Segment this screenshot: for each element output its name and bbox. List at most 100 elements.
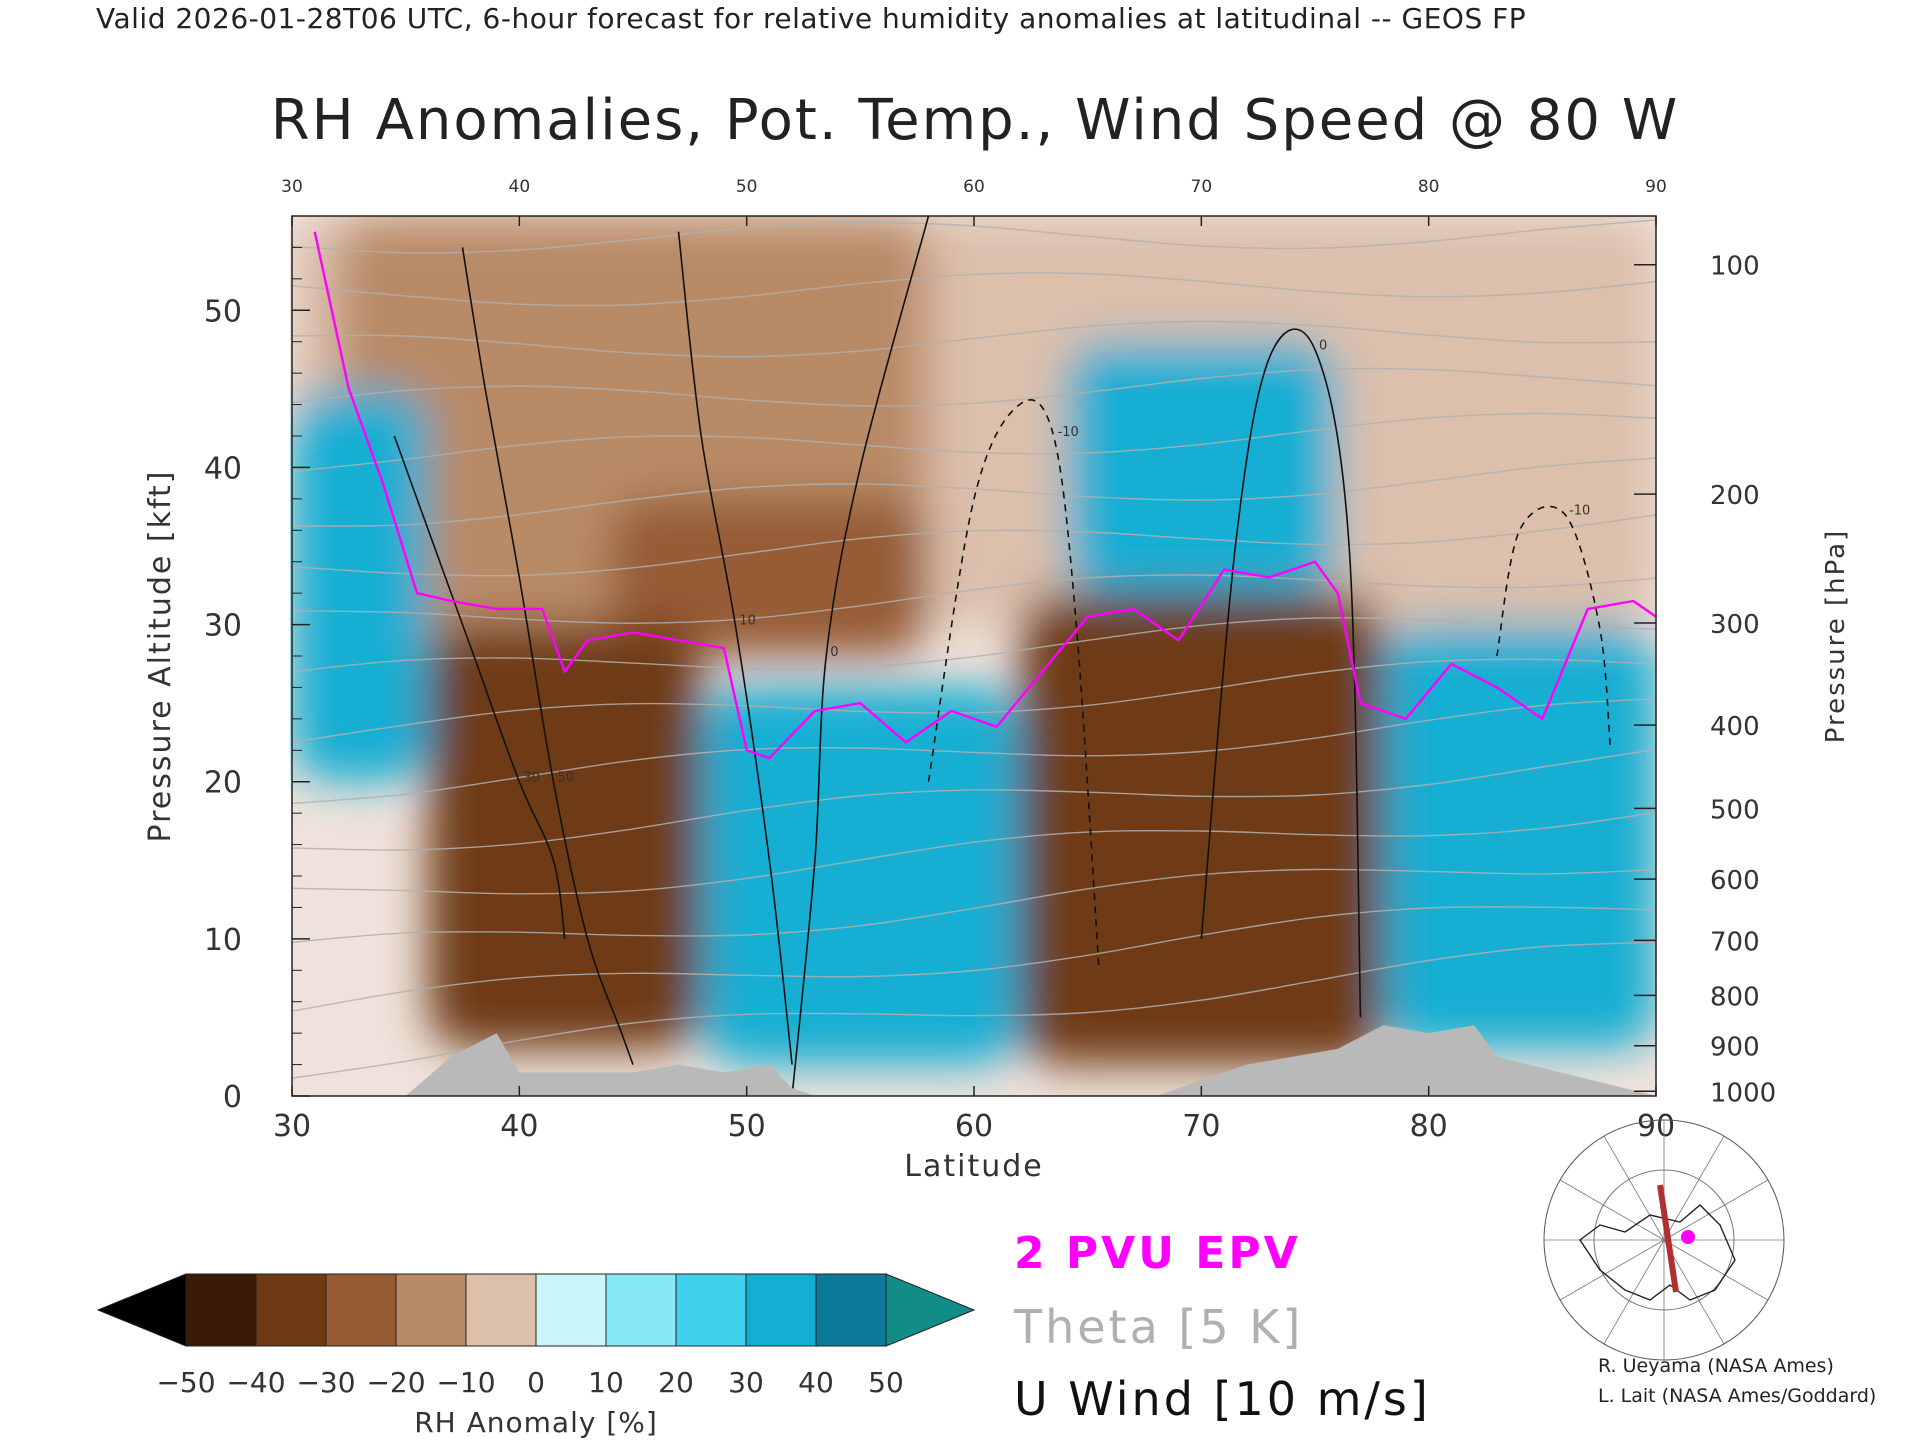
colorbar-over-arrow [885,1273,976,1347]
map-meridian [1663,1179,1769,1241]
x-axis-label: Latitude [904,1149,1043,1184]
u-wind-contour-line [677,231,793,1065]
map-meridian [1559,1179,1665,1241]
chart-title: RH Anomalies, Pot. Temp., Wind Speed @ 8… [270,88,1680,153]
theta-contour-line [291,574,1656,624]
u-wind-contour-label: 0 [1319,339,1327,354]
colorbar-tick-label: −50 [156,1366,215,1399]
y-tick-label: 0 [223,1080,242,1115]
colorbar-label: RH Anomaly [%] [414,1406,658,1439]
x-top-tick-label: 30 [281,177,303,197]
pressure-tick-label: 500 [1710,795,1760,825]
colorbar-swatch [395,1273,467,1347]
legend-epv-label: 2 PVU EPV [1014,1228,1301,1279]
colorbar: −50 −40 −30 −20 −10 0 10 20 30 40 50 RH Anomaly [%] [96,1273,976,1439]
colorbar-tick-label: −30 [296,1366,355,1399]
x-tick-label: 40 [500,1109,538,1144]
colorbar-tick-label: 50 [868,1366,904,1399]
colorbar-tick-label: −40 [226,1366,285,1399]
map-meridian [1603,1239,1665,1345]
map-coastline [1579,1204,1736,1301]
y-tick-label: 10 [204,923,242,958]
colorbar-tick-label: 30 [728,1366,764,1399]
colorbar-swatch [325,1273,397,1347]
x-tick-label: 60 [955,1109,993,1144]
u-wind-contour-label: 30 [523,771,540,786]
pressure-tick-label: 400 [1710,712,1760,742]
y-tick-label: 20 [204,766,242,801]
x-top-tick-label: 80 [1418,177,1440,197]
u-wind-contour-line [927,399,1100,971]
x-top-tick-label: 70 [1191,177,1213,197]
rh-anomaly-region [701,687,1020,1065]
map-meridian [1663,1239,1769,1301]
colorbar-swatch [675,1273,747,1347]
u-wind-contour-label: 50 [557,771,574,786]
y-axis-label: Pressure Altitude [kft] [143,470,178,843]
theta-contour-line [291,811,1656,895]
rh-anomaly-region [1064,341,1338,594]
colorbar-tick-label: 10 [588,1366,624,1399]
map-transect-line [1657,1184,1679,1293]
theta-contour-line [291,698,1656,805]
u-wind-contour-line [791,216,930,1096]
x-tick-label: 80 [1410,1109,1448,1144]
pressure-tick-label: 800 [1710,982,1760,1012]
colorbar-swatch [815,1273,887,1347]
u-wind-contour-label: 10 [739,614,756,629]
theta-contour-line [291,906,1656,1012]
x-tick-label: 30 [273,1109,311,1144]
colorbar-tick-label: −10 [436,1366,495,1399]
colorbar-swatch [745,1273,817,1347]
theta-contours [291,219,1656,1079]
u-wind-contour-label: -10 [1569,504,1590,519]
u-wind-contour-line [393,435,566,940]
map-location-dot [1681,1230,1695,1244]
colorbar-swatch [605,1273,677,1347]
rh-anomaly-region [1019,593,1384,1065]
y-tick-label: 30 [204,609,242,644]
u-wind-contour-line [461,247,634,1065]
theta-contour-line [291,320,1656,358]
pressure-tick-label: 600 [1710,866,1760,896]
y-tick-label: 40 [204,451,242,486]
theta-contour-line [291,219,1656,254]
u-wind-contours: 50 30 10 0 0 -10 -10 [393,216,1612,1096]
theta-contour-line [291,272,1656,307]
x-tick-label: 90 [1637,1109,1675,1144]
pressure-tick-label: 200 [1710,481,1760,511]
location-inset-map [1543,1119,1785,1361]
terrain-mask [292,1025,1656,1096]
theta-contour-line [291,617,1656,673]
x-top-tick-label: 40 [509,177,531,197]
pressure-tick-label: 300 [1710,610,1760,640]
rh-anomaly-region [610,498,929,656]
x-top-tick-label: 60 [963,177,985,197]
colorbar-swatch [255,1273,327,1347]
colorbar-tick-label: −20 [366,1366,425,1399]
forecast-header: Valid 2026-01-28T06 UTC, 6-hour forecast… [96,2,1527,35]
map-meridian [1663,1135,1725,1241]
u-wind-contour-label: -10 [1058,425,1079,440]
pressure-tick-label: 1000 [1710,1078,1776,1108]
x-tick-label: 70 [1182,1109,1220,1144]
map-meridian [1603,1135,1665,1241]
u-wind-contour-line [1496,505,1612,751]
plot-area: 50 30 10 0 0 -10 -10 [291,216,1656,1096]
u-wind-contour-label: 0 [830,645,838,660]
theta-contour-line [291,868,1656,943]
theta-contour-line [291,748,1656,851]
legend-uwind-label: U Wind [10 m/s] [1014,1372,1431,1426]
legend-theta-label: Theta [5 K] [1014,1300,1304,1354]
credit-line-1: R. Ueyama (NASA Ames) [1598,1355,1834,1377]
x-top-tick-label: 50 [736,177,758,197]
plot-clip-group: 50 30 10 0 0 -10 -10 [291,216,1656,1096]
epv-2pvu-line [313,231,1656,760]
colorbar-tick-label: 20 [658,1366,694,1399]
colorbar-swatch [185,1273,257,1347]
map-meridian [1559,1239,1665,1301]
colorbar-tick-label: 0 [527,1366,545,1399]
rh-anomaly-region [1383,624,1656,1049]
colorbar-tick-label: 40 [798,1366,834,1399]
